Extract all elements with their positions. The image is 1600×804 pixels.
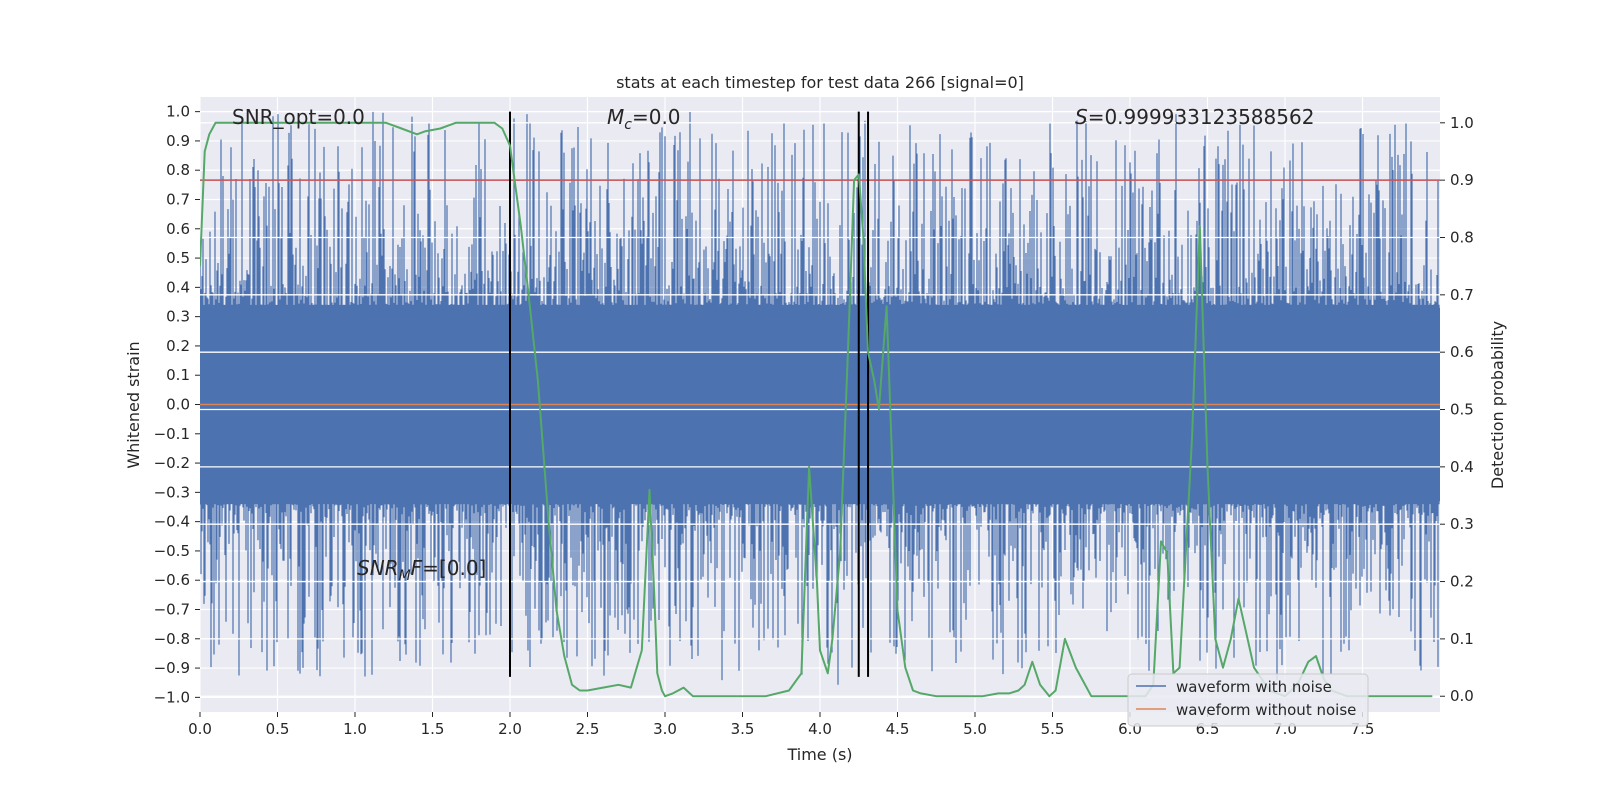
x-tick-label: 0.0 bbox=[188, 720, 212, 738]
x-tick-label: 5.0 bbox=[963, 720, 987, 738]
x-tick-label: 4.5 bbox=[886, 720, 910, 738]
y-tick-label: 1.0 bbox=[166, 103, 190, 121]
x-tick-label: 0.5 bbox=[266, 720, 290, 738]
x-axis-label: Time (s) bbox=[786, 745, 852, 764]
y-tick-label: −1.0 bbox=[154, 688, 190, 706]
y2-tick-label: 0.9 bbox=[1450, 171, 1474, 189]
x-tick-label: 3.0 bbox=[653, 720, 677, 738]
y2-tick-label: 0.8 bbox=[1450, 228, 1474, 246]
mc-subscript: c bbox=[624, 117, 632, 133]
mc-annotation: Mc=0.0 bbox=[607, 105, 681, 133]
y2-tick-label: 0.5 bbox=[1450, 401, 1474, 419]
s-value: =0.999933123588562 bbox=[1088, 105, 1315, 129]
s-symbol: S bbox=[1075, 105, 1088, 129]
y-tick-label: −0.5 bbox=[154, 542, 190, 560]
snr-opt-annotation: SNR_opt=0.0 bbox=[232, 105, 365, 129]
y-tick-label: 0.5 bbox=[166, 249, 190, 267]
y2-tick-label: 0.2 bbox=[1450, 573, 1474, 591]
y-tick-label: −0.8 bbox=[154, 630, 190, 648]
y-tick-label: −0.2 bbox=[154, 454, 190, 472]
y-tick-label: 0.0 bbox=[166, 396, 190, 414]
snr-mf-annotation: SNRMF=[0.0] bbox=[357, 556, 486, 584]
y-tick-label: −0.6 bbox=[154, 571, 190, 589]
vline-layer bbox=[509, 111, 870, 677]
y-tick-label: −0.4 bbox=[154, 513, 190, 531]
y2-tick-label: 0.6 bbox=[1450, 343, 1474, 361]
y2-tick-label: 0.4 bbox=[1450, 458, 1474, 476]
y-tick-label: 0.4 bbox=[166, 278, 190, 296]
y-tick-label: −0.3 bbox=[154, 483, 190, 501]
y2-tick-label: 0.3 bbox=[1450, 515, 1474, 533]
y2-tick-label: 0.0 bbox=[1450, 687, 1474, 705]
snr-mf-subtail: F bbox=[411, 556, 423, 580]
y-tick-label: 0.2 bbox=[166, 337, 190, 355]
s-annotation: S=0.999933123588562 bbox=[1075, 105, 1314, 129]
x-tick-label: 2.5 bbox=[576, 720, 600, 738]
tick-layer: 0.0 0.5 1.0 1.5 2.0 2.5 3.0 3.5 4.0 4.5 5.0 5.5 6.0 6… bbox=[154, 103, 1474, 738]
y-tick-label: −0.7 bbox=[154, 601, 190, 619]
x-tick-label: 1.5 bbox=[421, 720, 445, 738]
snr-mf-symbol: SNR bbox=[357, 556, 399, 580]
x-tick-label: 4.0 bbox=[808, 720, 832, 738]
detection-probability-line bbox=[200, 121, 1433, 698]
y-tick-label: 0.6 bbox=[166, 220, 190, 238]
prob-layer bbox=[200, 121, 1433, 698]
y-tick-label: 0.8 bbox=[166, 161, 190, 179]
x-tick-label: 2.0 bbox=[498, 720, 522, 738]
legend: waveform with noise waveform without noi… bbox=[1127, 673, 1369, 727]
y-tick-label: 0.9 bbox=[166, 132, 190, 150]
mc-symbol: M bbox=[607, 105, 624, 129]
lines-layer bbox=[200, 179, 1440, 406]
x-tick-label: 3.5 bbox=[731, 720, 755, 738]
y-tick-label: 0.1 bbox=[166, 366, 190, 384]
x-tick-label: 5.5 bbox=[1041, 720, 1065, 738]
y2-tick-label: 1.0 bbox=[1450, 114, 1474, 132]
y2-tick-label: 0.1 bbox=[1450, 630, 1474, 648]
y-tick-label: −0.1 bbox=[154, 425, 190, 443]
chart-title: stats at each timestep for test data 266… bbox=[616, 73, 1024, 92]
legend-box bbox=[1127, 673, 1369, 727]
y-tick-label: 0.3 bbox=[166, 308, 190, 326]
y-tick-label: −0.9 bbox=[154, 659, 190, 677]
snr-mf-subscript: M bbox=[399, 568, 411, 584]
legend-label-clean: waveform without noise bbox=[1176, 701, 1356, 719]
y2-tick-label: 0.7 bbox=[1450, 286, 1474, 304]
y2-axis-label: Detection probability bbox=[1488, 321, 1507, 489]
x-tick-label: 1.0 bbox=[343, 720, 367, 738]
snr-mf-value: =[0.0] bbox=[422, 556, 486, 580]
y-axis-label: Whitened strain bbox=[124, 341, 143, 468]
y-tick-label: 0.7 bbox=[166, 191, 190, 209]
mc-value: =0.0 bbox=[632, 105, 681, 129]
legend-label-noise: waveform with noise bbox=[1176, 678, 1332, 696]
